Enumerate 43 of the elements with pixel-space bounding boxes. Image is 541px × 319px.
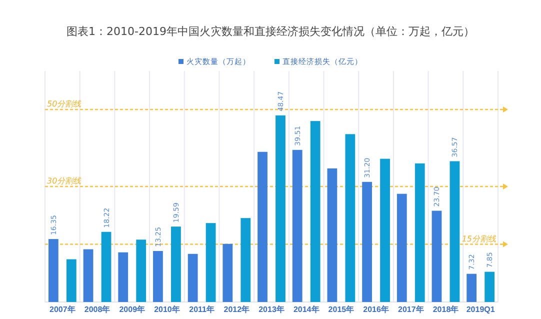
- x-tick-label: 2015年: [328, 305, 354, 314]
- bar: [380, 158, 390, 302]
- bar: [484, 272, 495, 302]
- x-tick-label: 2012年: [224, 305, 250, 314]
- bar: [345, 134, 356, 302]
- x-tick-label: 2019Q1: [466, 305, 496, 314]
- bar: [118, 252, 128, 302]
- ref-line-label: 15分割线: [462, 234, 497, 244]
- x-tick-label: 2014年: [293, 305, 320, 314]
- bar: [153, 250, 163, 302]
- bar: [396, 194, 407, 302]
- bar: [292, 150, 302, 302]
- bar: [83, 249, 94, 302]
- bar: [327, 168, 338, 302]
- x-tick-label: 2007年: [50, 305, 76, 314]
- x-tick-label: 2011年: [189, 305, 214, 314]
- bar: [136, 240, 146, 302]
- bar: [258, 152, 268, 302]
- x-tick-label: 2018年: [432, 305, 459, 314]
- x-tick-label: 2017年: [398, 305, 424, 314]
- bar: [466, 274, 477, 302]
- bar: [276, 115, 286, 302]
- x-tick-label: 2008年: [84, 305, 110, 314]
- x-tick-label: 2009年: [119, 305, 146, 314]
- bar: [362, 182, 372, 302]
- bar: [206, 223, 216, 302]
- x-tick-label: 2013年: [258, 305, 284, 314]
- bar: [414, 163, 425, 302]
- ref-line-label: 50分割线: [47, 100, 82, 108]
- bar: [48, 239, 58, 302]
- x-tick-label: 2016年: [363, 305, 389, 314]
- bar: [222, 244, 233, 302]
- bar: [188, 254, 198, 302]
- bar: [101, 232, 112, 302]
- ref-line-label: 30分割线: [47, 176, 82, 186]
- chart-title: 图表1：2010-2019年中国火灾数量和直接经济损失变化情况（单位：万起，亿元）: [66, 25, 474, 38]
- bar: [66, 259, 76, 302]
- bar: [432, 210, 442, 302]
- bar: [240, 218, 251, 302]
- bar: [171, 226, 181, 302]
- bar: [450, 161, 460, 302]
- bar: [310, 121, 320, 302]
- x-tick-label: 2010年: [154, 305, 180, 314]
